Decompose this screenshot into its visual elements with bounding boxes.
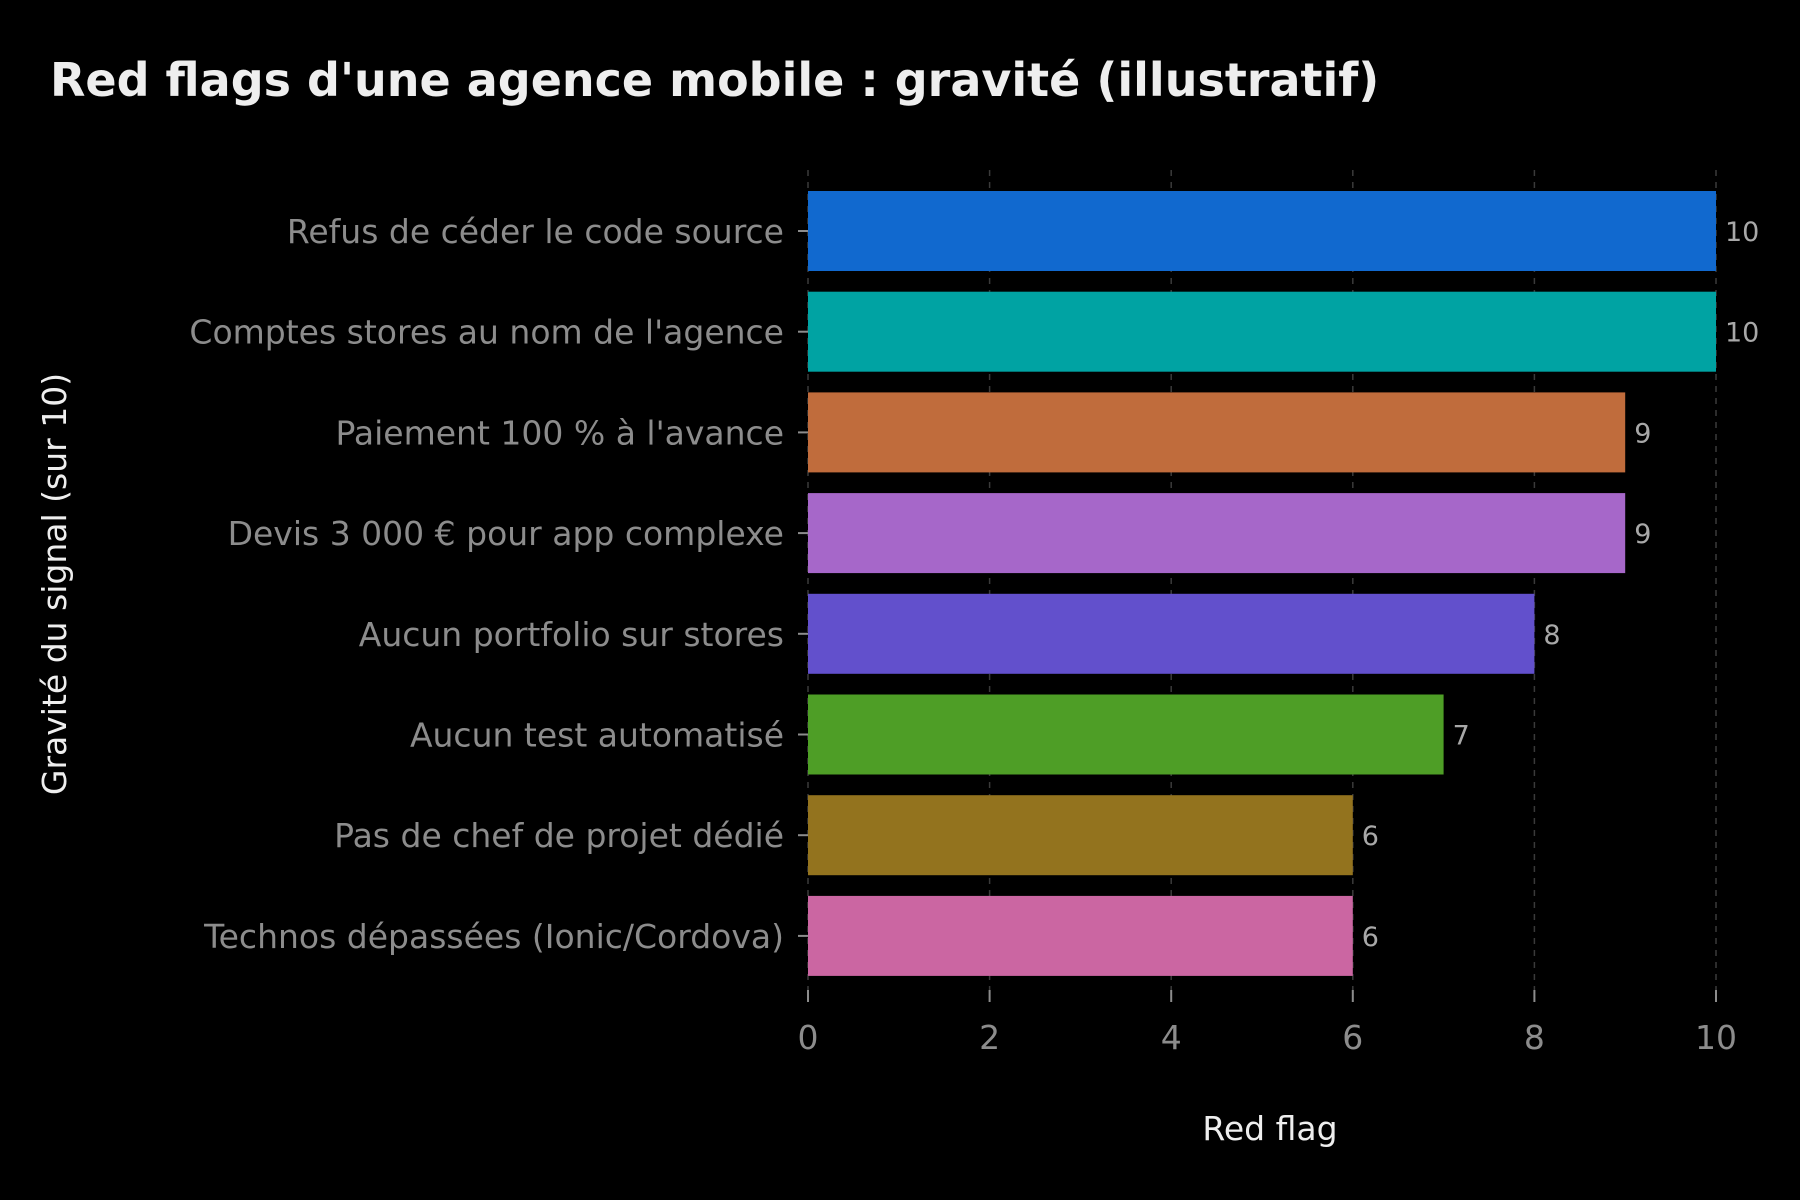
bar bbox=[808, 191, 1716, 271]
category-label: Devis 3 000 € pour app complexe bbox=[228, 514, 784, 553]
category-label: Refus de céder le code source bbox=[287, 212, 784, 251]
value-label: 9 bbox=[1634, 519, 1651, 550]
value-label: 6 bbox=[1362, 821, 1379, 852]
bar bbox=[808, 493, 1626, 574]
category-label: Aucun test automatisé bbox=[410, 716, 784, 755]
value-label: 10 bbox=[1725, 318, 1759, 349]
chart-title: Red flags d'une agence mobile : gravité … bbox=[50, 53, 1379, 107]
value-label: 7 bbox=[1453, 721, 1470, 752]
x-tick-label: 10 bbox=[1695, 1018, 1737, 1057]
value-label: 6 bbox=[1362, 922, 1379, 953]
y-axis-label: Gravité du signal (sur 10) bbox=[35, 373, 74, 795]
x-tick-label: 8 bbox=[1524, 1018, 1545, 1057]
x-tick-label: 0 bbox=[798, 1018, 819, 1057]
x-tick-label: 6 bbox=[1342, 1018, 1363, 1057]
category-label: Aucun portfolio sur stores bbox=[359, 615, 784, 654]
x-ticks: 0 2 4 6 8 10 bbox=[798, 990, 1737, 1057]
bar bbox=[808, 291, 1716, 372]
value-label: 10 bbox=[1725, 217, 1759, 248]
category-label: Comptes stores au nom de l'agence bbox=[189, 313, 784, 352]
y-categories: Refus de céder le code source Comptes sto… bbox=[189, 212, 808, 956]
value-labels: 10 10 9 9 8 7 6 6 bbox=[1362, 217, 1760, 953]
category-label: Pas de chef de projet dédié bbox=[334, 816, 784, 855]
category-label: Technos dépassées (Ionic/Cordova) bbox=[203, 917, 784, 956]
x-tick-label: 4 bbox=[1161, 1018, 1182, 1057]
bar bbox=[808, 593, 1535, 674]
bars bbox=[808, 191, 1716, 976]
bar bbox=[808, 392, 1626, 473]
bar bbox=[808, 895, 1353, 976]
x-axis-label: Red flag bbox=[1202, 1109, 1337, 1148]
category-label: Paiement 100 % à l'avance bbox=[335, 413, 784, 452]
value-label: 8 bbox=[1543, 620, 1560, 651]
x-tick-label: 2 bbox=[979, 1018, 1000, 1057]
bar bbox=[808, 795, 1353, 876]
bar bbox=[808, 694, 1444, 775]
value-label: 9 bbox=[1634, 418, 1651, 449]
